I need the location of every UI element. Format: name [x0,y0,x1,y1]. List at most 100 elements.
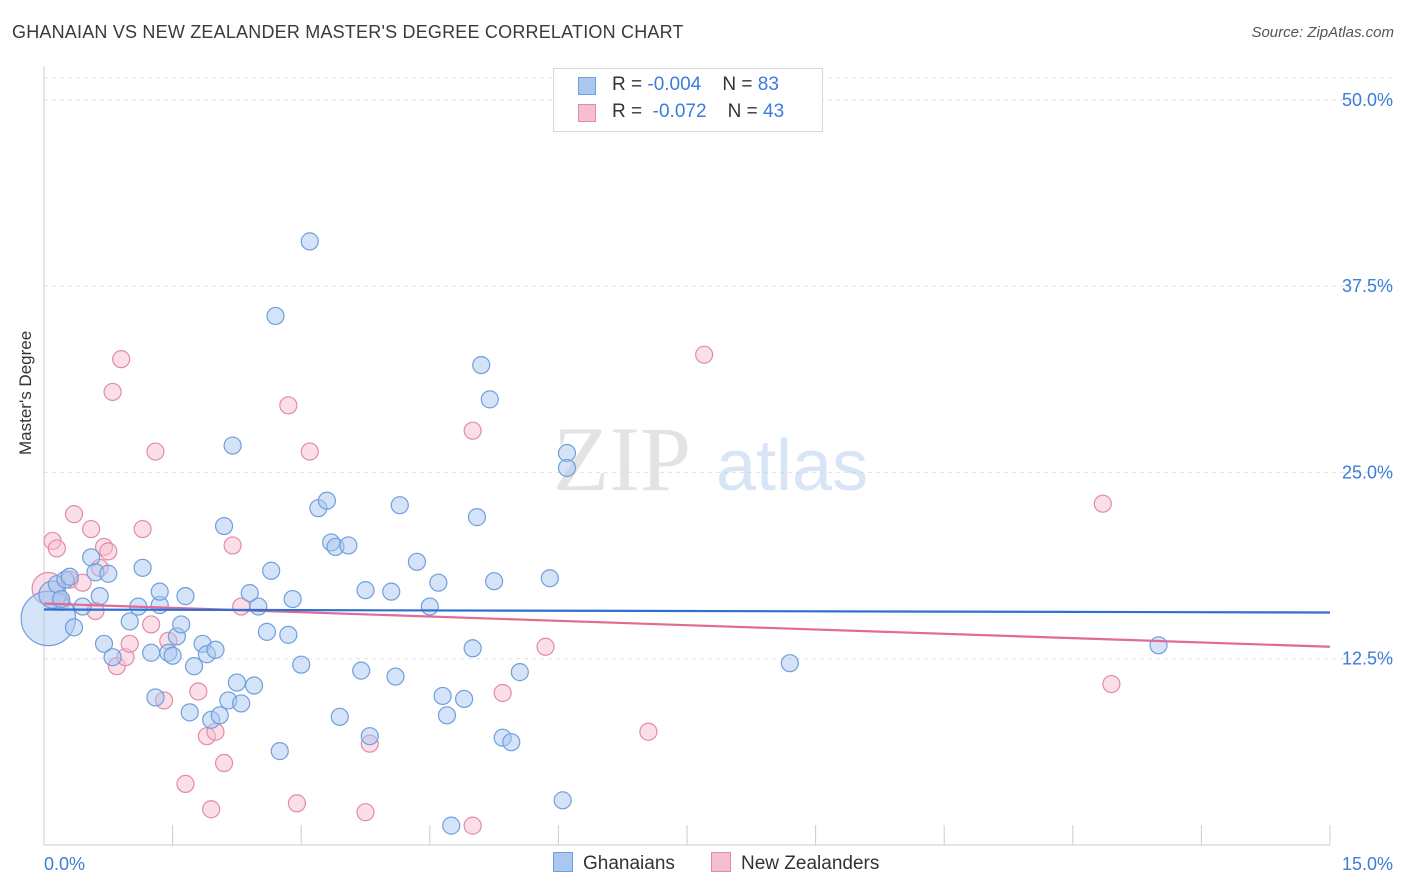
source-credit: Source: ZipAtlas.com [1251,24,1394,41]
ghanaian-point [442,816,461,835]
new-zealander-point [279,396,298,415]
new-zealander-point [103,382,122,402]
ghanaian-point [210,706,229,725]
ghanaian-point [279,625,298,644]
ghanaian-point [60,567,79,586]
ghanaian-point [99,564,118,583]
ghanaian-point [472,355,491,375]
legend-r-label: R = [612,101,648,122]
ghanaian-point [120,612,139,631]
new-zealander-point [146,442,165,461]
ghanaian-point [463,639,482,658]
trend-lines [43,602,1331,648]
y-tick-label: 12.5% [1342,649,1393,669]
axes [43,66,1331,846]
ghanaian-point [330,707,349,726]
ghanaian-point [266,306,285,326]
ghanaian-point [420,597,439,616]
new-zealander-point [142,615,161,634]
ghanaian-point [485,572,504,591]
ghanaian-point [94,634,114,653]
ghanaian-point [64,618,84,637]
ghanaian-point [180,703,199,722]
ghanaian-point [390,496,409,515]
ghanaian-point [352,661,371,680]
ghanaian-point [249,597,268,616]
legend-n-label: N = [727,101,764,122]
ghanaian-point [557,458,577,478]
ghanaian-point [90,587,109,606]
ghanaian-point [214,516,234,536]
new-zealander-point [214,753,234,773]
ghanaian-point [317,491,337,510]
new-zealander-point [47,539,66,558]
new-zealander-point [463,816,482,835]
ghanaian-point [433,686,452,706]
bottom-legend-swatch-pink [711,852,731,872]
ghanaian-point [780,654,799,673]
ghanaian-point [176,587,195,606]
ghanaian-point [480,390,499,409]
ghanaian-point [382,582,401,601]
new-zealander-point [1102,674,1121,694]
ghanaian-point [386,667,405,686]
ghanaian-point [437,706,457,725]
ghanaian-point [339,536,358,555]
ghanaian-point [540,569,559,588]
new-zealander-point [695,345,714,364]
new-zealander-point [1093,494,1112,513]
ghanaian-point [300,232,319,251]
ghanaian-point [133,558,152,577]
new-zealander-point [223,536,242,555]
bottom-legend-label: Ghanaians [583,853,675,874]
legend-swatch-pink [578,104,596,122]
watermark-atlas: atlas [716,426,868,506]
tick-labels: 12.5% 25.0% 37.5% 50.0% 0.0% 15.0% [44,90,1393,874]
ghanaian-point [502,733,521,752]
ghanaian-point [1149,636,1168,655]
ghanaian-point [73,597,92,616]
new-zealander-point [176,774,195,793]
ghanaian-point [103,648,122,667]
ghanaian-point [172,615,191,634]
ghanaian-point [257,622,277,641]
bottom-legend-new-zealanders: New Zealanders [711,852,879,875]
bottom-legend-swatch-blue [553,852,573,872]
bottom-legend-label: New Zealanders [741,853,880,874]
ghanaian-point [553,791,572,810]
legend-swatch-blue [578,77,596,95]
ghanaian-point [223,436,242,455]
watermark-zip: ZIP [553,408,691,510]
ghanaian-point [407,552,427,571]
new-zealander-point [463,421,482,440]
legend-n-value: 43 [763,101,785,122]
new-zealander-point [639,722,658,741]
ghanaian-point [150,582,169,601]
ghanaian-point [270,742,289,761]
legend-n-label: N = [722,74,758,95]
new-zealander-point [189,682,208,701]
grid-lines [44,77,1392,660]
y-axis-label: Master's Degree [16,330,35,455]
ghanaian-point [510,663,529,682]
ghanaian-point [292,655,311,674]
new-zealander-point [300,442,319,461]
ghanaians-trend-line [43,608,1331,614]
ghanaians-points [20,232,1168,835]
ghanaian-point [240,584,259,603]
new-zealander-point [356,803,375,822]
legend-r-value: -0.072 [652,101,707,122]
x-tick-label-max: 15.0% [1342,854,1393,874]
new-zealander-point [202,800,221,819]
ghanaian-point [146,688,165,707]
y-tick-label: 37.5% [1342,276,1393,296]
new-zealander-point [64,505,84,524]
new-zealander-point [133,519,152,539]
correlation-legend: R = -0.004 N = 83 R = -0.072 N = 43 [553,68,823,132]
ghanaian-point [262,561,281,580]
watermark: ZIP atlas [553,408,868,510]
x-tick-label-min: 0.0% [44,854,85,874]
ghanaian-point [467,508,487,527]
ghanaian-point [244,676,264,695]
